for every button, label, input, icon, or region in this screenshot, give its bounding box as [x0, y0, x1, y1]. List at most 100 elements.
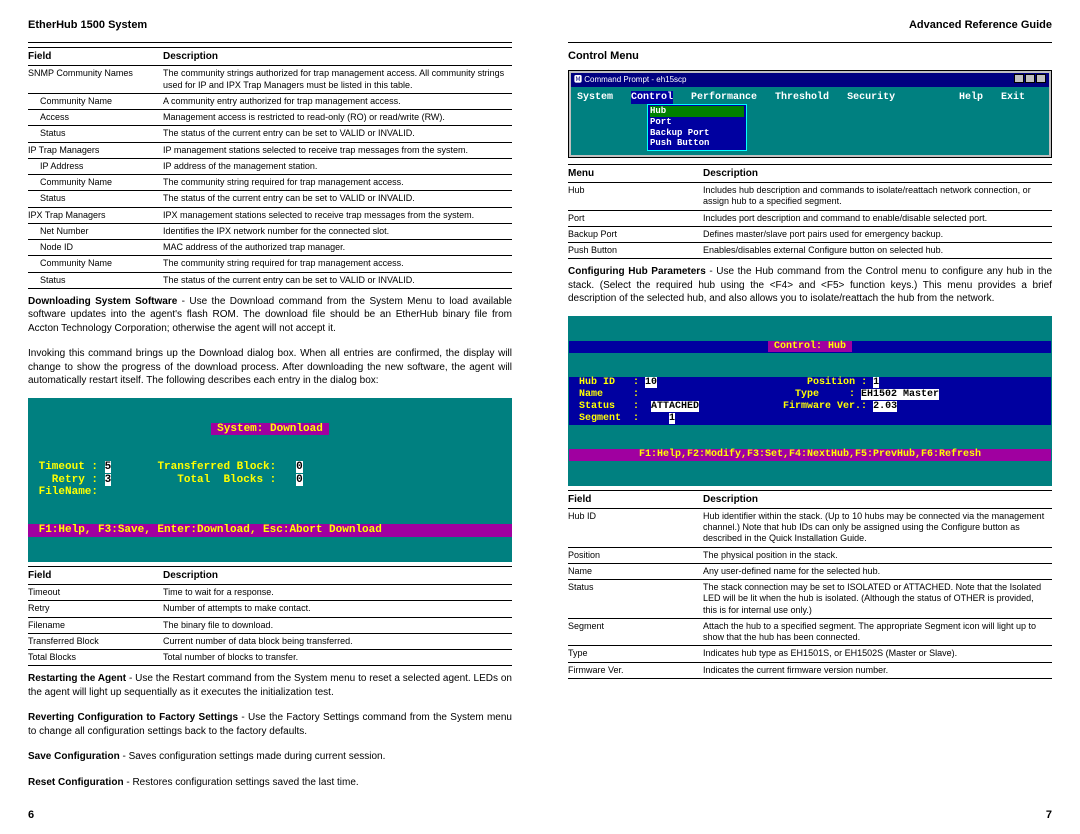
rule: [568, 42, 1052, 43]
field-cell: IPX Trap Managers: [28, 207, 163, 223]
page-header-left: EtherHub 1500 System: [28, 18, 512, 32]
table-row: Community NameThe community string requi…: [28, 256, 512, 272]
reset-para: Reset Configuration - Restores configura…: [28, 776, 512, 790]
submenu-item[interactable]: Push Button: [650, 138, 744, 149]
col-menu: Menu: [568, 165, 703, 183]
field-cell: Timeout: [28, 585, 163, 601]
table-row: Total BlocksTotal number of blocks to tr…: [28, 650, 512, 666]
desc-cell: IPX management stations selected to rece…: [163, 207, 512, 223]
rule: [28, 42, 512, 43]
desc-cell: Total number of blocks to transfer.: [163, 650, 512, 666]
desc-cell: The status of the current entry can be s…: [163, 191, 512, 207]
field-cell: SNMP Community Names: [28, 66, 163, 94]
col-desc: Description: [703, 165, 1052, 183]
control-menu-table: Menu Description HubIncludes hub descrip…: [568, 164, 1052, 259]
desc-cell: Indicates hub type as EH1501S, or EH1502…: [703, 646, 1052, 662]
field-cell: Status: [28, 272, 163, 288]
table-row: StatusThe stack connection may be set to…: [568, 580, 1052, 619]
field-cell: Status: [28, 191, 163, 207]
desc-cell: Attach the hub to a specified segment. T…: [703, 618, 1052, 646]
table-row: RetryNumber of attempts to make contact.: [28, 601, 512, 617]
desc-cell: MAC address of the authorized trap manag…: [163, 240, 512, 256]
desc-cell: Management access is restricted to read-…: [163, 110, 512, 126]
table-row: SegmentAttach the hub to a specified seg…: [568, 618, 1052, 646]
col-desc: Description: [703, 490, 1052, 508]
desc-cell: Hub identifier within the stack. (Up to …: [703, 508, 1052, 547]
menubar-item[interactable]: Security: [847, 91, 895, 104]
table-row: SNMP Community NamesThe community string…: [28, 66, 512, 94]
field-cell: Position: [568, 547, 703, 563]
field-cell: Total Blocks: [28, 650, 163, 666]
desc-cell: Enables/disables external Configure butt…: [703, 243, 1052, 259]
config-hub-para: Configuring Hub Parameters - Use the Hub…: [568, 265, 1052, 306]
field-cell: IP Address: [28, 158, 163, 174]
desc-cell: The community string required for trap m…: [163, 175, 512, 191]
table-row: Net NumberIdentifies the IPX network num…: [28, 223, 512, 239]
download-para-1: Downloading System Software - Use the Do…: [28, 295, 512, 336]
submenu-item[interactable]: Port: [650, 117, 744, 128]
desc-cell: Includes hub description and commands to…: [703, 183, 1052, 211]
field-cell: Retry: [28, 601, 163, 617]
field-cell: Net Number: [28, 223, 163, 239]
terminal-row: Segment : 1: [569, 413, 1051, 425]
table-row: Community NameA community entry authoriz…: [28, 93, 512, 109]
field-cell: Filename: [28, 617, 163, 633]
field-cell: Hub: [568, 183, 703, 211]
field-cell: Firmware Ver.: [568, 662, 703, 678]
table-row: TypeIndicates hub type as EH1501S, or EH…: [568, 646, 1052, 662]
menubar-item[interactable]: Control: [631, 91, 673, 104]
field-cell: Access: [28, 110, 163, 126]
menubar-item[interactable]: Help: [959, 91, 983, 104]
col-field: Field: [28, 567, 163, 585]
submenu-item[interactable]: Hub: [650, 106, 744, 117]
field-cell: Community Name: [28, 256, 163, 272]
field-cell: Segment: [568, 618, 703, 646]
field-cell: Hub ID: [568, 508, 703, 547]
field-cell: Type: [568, 646, 703, 662]
table-row: Push ButtonEnables/disables external Con…: [568, 243, 1052, 259]
save-para: Save Configuration - Saves configuration…: [28, 750, 512, 764]
table-row: PositionThe physical position in the sta…: [568, 547, 1052, 563]
menubar-item[interactable]: System: [577, 91, 613, 104]
table-row: Firmware Ver.Indicates the current firmw…: [568, 662, 1052, 678]
restart-para: Restarting the Agent - Use the Restart c…: [28, 672, 512, 699]
desc-cell: The physical position in the stack.: [703, 547, 1052, 563]
table-row: IPX Trap ManagersIPX management stations…: [28, 207, 512, 223]
terminal-row: Timeout : 5 Transferred Block: 0: [28, 461, 512, 474]
control-menu-title: Control Menu: [568, 49, 1052, 63]
page-number: 6: [28, 808, 34, 822]
download-para-2: Invoking this command brings up the Down…: [28, 347, 512, 388]
window-controls: [1013, 74, 1046, 86]
download-field-table: Field Description TimeoutTime to wait fo…: [28, 566, 512, 666]
table-row: TimeoutTime to wait for a response.: [28, 585, 512, 601]
table-row: Backup PortDefines master/slave port pai…: [568, 226, 1052, 242]
col-field: Field: [28, 48, 163, 66]
table-row: FilenameThe binary file to download.: [28, 617, 512, 633]
field-cell: Community Name: [28, 175, 163, 191]
table-row: StatusThe status of the current entry ca…: [28, 126, 512, 142]
terminal-row: Hub ID : 10 Position : 1: [569, 377, 1051, 389]
download-terminal: System: Download Timeout : 5 Transferred…: [28, 398, 512, 562]
desc-cell: Any user-defined name for the selected h…: [703, 563, 1052, 579]
terminal-row: Retry : 3 Total Blocks : 0: [28, 474, 512, 487]
table-row: StatusThe status of the current entry ca…: [28, 191, 512, 207]
terminal-row: Status : ATTACHED Firmware Ver.: 2.03: [569, 401, 1051, 413]
menubar-item[interactable]: Exit: [1001, 91, 1025, 104]
window-title: 🅼 Command Prompt - eh15scp: [574, 75, 687, 85]
table-row: StatusThe status of the current entry ca…: [28, 272, 512, 288]
table-row: AccessManagement access is restricted to…: [28, 110, 512, 126]
menubar-item[interactable]: Threshold: [775, 91, 829, 104]
terminal-hotbar: F1:Help, F3:Save, Enter:Download, Esc:Ab…: [28, 524, 512, 537]
desc-cell: The community strings authorized for tra…: [163, 66, 512, 94]
menubar-item[interactable]: Performance: [691, 91, 757, 104]
table-row: IP AddressIP address of the management s…: [28, 158, 512, 174]
field-cell: Node ID: [28, 240, 163, 256]
control-menu-screenshot: 🅼 Command Prompt - eh15scp System Control…: [568, 70, 1052, 159]
col-desc: Description: [163, 48, 512, 66]
field-cell: Port: [568, 210, 703, 226]
field-cell: Transferred Block: [28, 633, 163, 649]
table-row: PortIncludes port description and comman…: [568, 210, 1052, 226]
desc-cell: Defines master/slave port pairs used for…: [703, 226, 1052, 242]
hub-terminal: Control: Hub Hub ID : 10 Position : 1 Na…: [568, 316, 1052, 486]
submenu-item[interactable]: Backup Port: [650, 128, 744, 139]
